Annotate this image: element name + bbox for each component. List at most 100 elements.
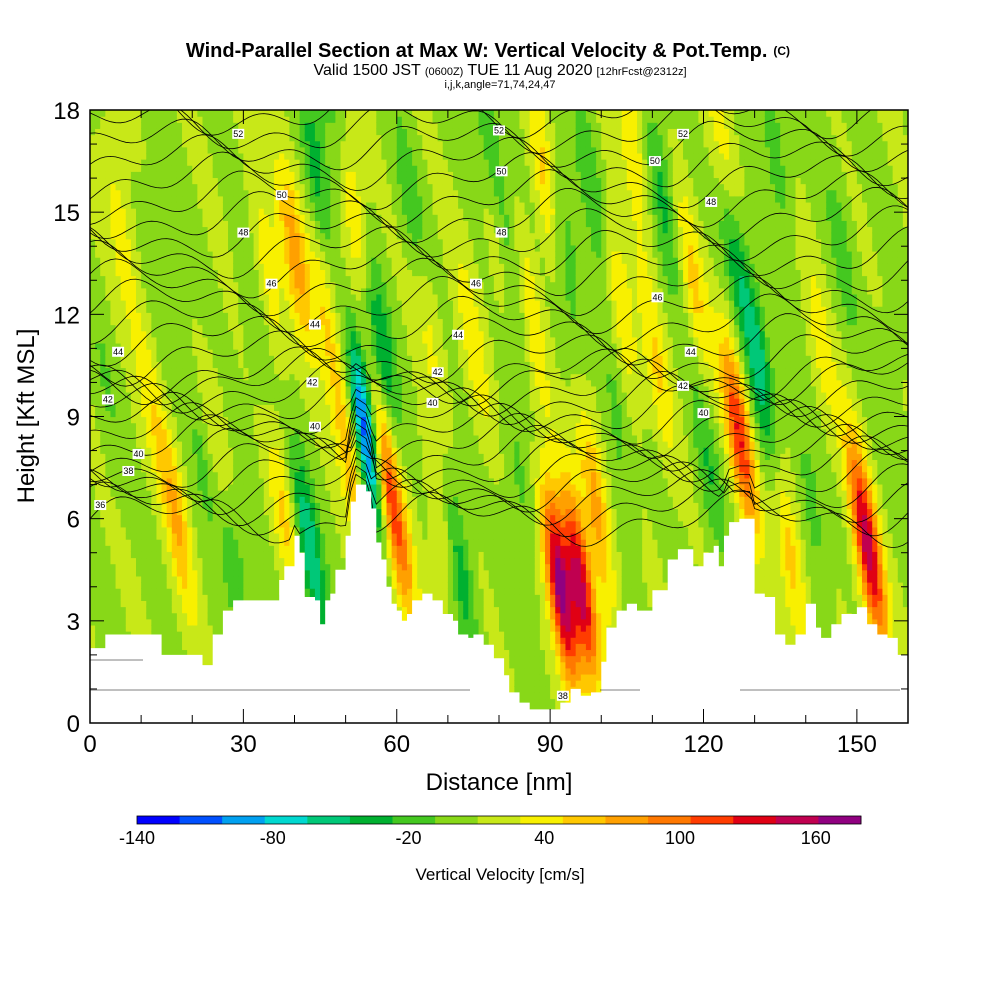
velocity-cell xyxy=(238,471,244,479)
velocity-cell xyxy=(197,575,204,583)
velocity-cell xyxy=(309,244,316,252)
velocity-cell xyxy=(187,508,193,516)
velocity-cell xyxy=(284,398,290,405)
velocity-cell xyxy=(299,459,306,467)
velocity-cell xyxy=(217,496,224,503)
velocity-cell xyxy=(233,116,239,123)
velocity-cell xyxy=(187,152,193,160)
velocity-cell xyxy=(263,110,270,117)
velocity-cell xyxy=(294,165,301,172)
velocity-cell xyxy=(156,201,163,209)
velocity-cell xyxy=(228,336,234,344)
velocity-cell xyxy=(105,606,112,614)
velocity-cell xyxy=(284,287,290,295)
velocity-cell xyxy=(115,355,122,362)
velocity-cell xyxy=(197,116,204,123)
velocity-cell xyxy=(233,159,239,166)
velocity-cell xyxy=(125,342,132,350)
velocity-cell xyxy=(197,606,204,614)
velocity-cell xyxy=(156,177,163,185)
velocity-cell xyxy=(90,422,96,430)
velocity-cell xyxy=(90,146,96,154)
velocity-cell xyxy=(248,116,255,123)
velocity-cell xyxy=(233,367,239,375)
velocity-cell xyxy=(314,539,321,546)
velocity-cell xyxy=(279,532,285,540)
velocity-cell xyxy=(207,624,214,632)
velocity-cell xyxy=(284,349,290,356)
velocity-cell xyxy=(279,232,285,240)
velocity-cell xyxy=(274,128,280,136)
velocity-cell xyxy=(115,594,122,601)
velocity-cell xyxy=(274,159,280,166)
velocity-cell xyxy=(253,471,260,479)
velocity-cell xyxy=(279,551,285,559)
velocity-cell xyxy=(274,391,280,399)
velocity-cell xyxy=(268,410,275,418)
velocity-cell xyxy=(110,428,117,436)
velocity-cell xyxy=(238,342,244,350)
velocity-cell xyxy=(279,502,285,510)
velocity-cell xyxy=(202,428,209,436)
velocity-cell xyxy=(141,263,147,270)
velocity-cell xyxy=(197,526,204,534)
velocity-cell xyxy=(207,244,214,252)
velocity-cell xyxy=(263,483,270,491)
velocity-cell xyxy=(238,582,244,589)
velocity-cell xyxy=(156,600,163,608)
velocity-cell xyxy=(176,582,183,589)
velocity-cell xyxy=(125,428,132,436)
velocity-cell xyxy=(166,606,173,614)
velocity-cell xyxy=(136,483,142,491)
velocity-cell xyxy=(161,306,168,313)
velocity-cell xyxy=(161,152,168,160)
velocity-cell xyxy=(202,355,209,362)
velocity-cell xyxy=(258,441,265,448)
velocity-cell xyxy=(110,618,117,626)
velocity-cell xyxy=(248,232,255,240)
velocity-cell xyxy=(212,496,219,503)
velocity-cell xyxy=(207,514,214,522)
velocity-cell xyxy=(202,379,209,387)
velocity-cell xyxy=(274,539,280,546)
velocity-cell xyxy=(166,496,173,503)
velocity-cell xyxy=(299,171,306,179)
velocity-cell xyxy=(243,447,250,454)
velocity-cell xyxy=(105,416,112,424)
velocity-cell xyxy=(156,128,163,136)
velocity-cell xyxy=(182,575,188,583)
velocity-cell xyxy=(268,201,275,209)
velocity-cell xyxy=(233,483,239,491)
velocity-cell xyxy=(95,300,101,307)
velocity-cell xyxy=(330,330,336,338)
velocity-cell xyxy=(156,477,163,485)
velocity-cell xyxy=(166,649,173,657)
velocity-cell xyxy=(151,434,158,442)
velocity-cell xyxy=(90,134,96,142)
velocity-cell xyxy=(263,447,270,454)
velocity-cell xyxy=(105,490,112,497)
velocity-cell xyxy=(217,588,224,595)
velocity-cell xyxy=(222,324,229,332)
velocity-cell xyxy=(202,447,209,454)
velocity-cell xyxy=(243,201,250,209)
velocity-cell xyxy=(110,336,117,344)
velocity-cell xyxy=(146,618,152,626)
velocity-cell xyxy=(217,490,224,497)
velocity-cell xyxy=(105,434,112,442)
velocity-cell xyxy=(228,177,234,185)
velocity-cell xyxy=(258,214,265,221)
velocity-cell xyxy=(120,134,127,142)
velocity-cell xyxy=(100,496,106,503)
velocity-cell xyxy=(161,171,168,179)
velocity-cell xyxy=(253,361,260,369)
velocity-cell xyxy=(105,428,112,436)
velocity-cell xyxy=(171,391,178,399)
velocity-cell xyxy=(274,588,280,595)
velocity-cell xyxy=(202,110,209,117)
velocity-cell xyxy=(115,324,122,332)
velocity-cell xyxy=(309,189,316,197)
velocity-cell xyxy=(325,220,331,228)
velocity-cell xyxy=(212,428,219,436)
velocity-cell xyxy=(212,342,219,350)
